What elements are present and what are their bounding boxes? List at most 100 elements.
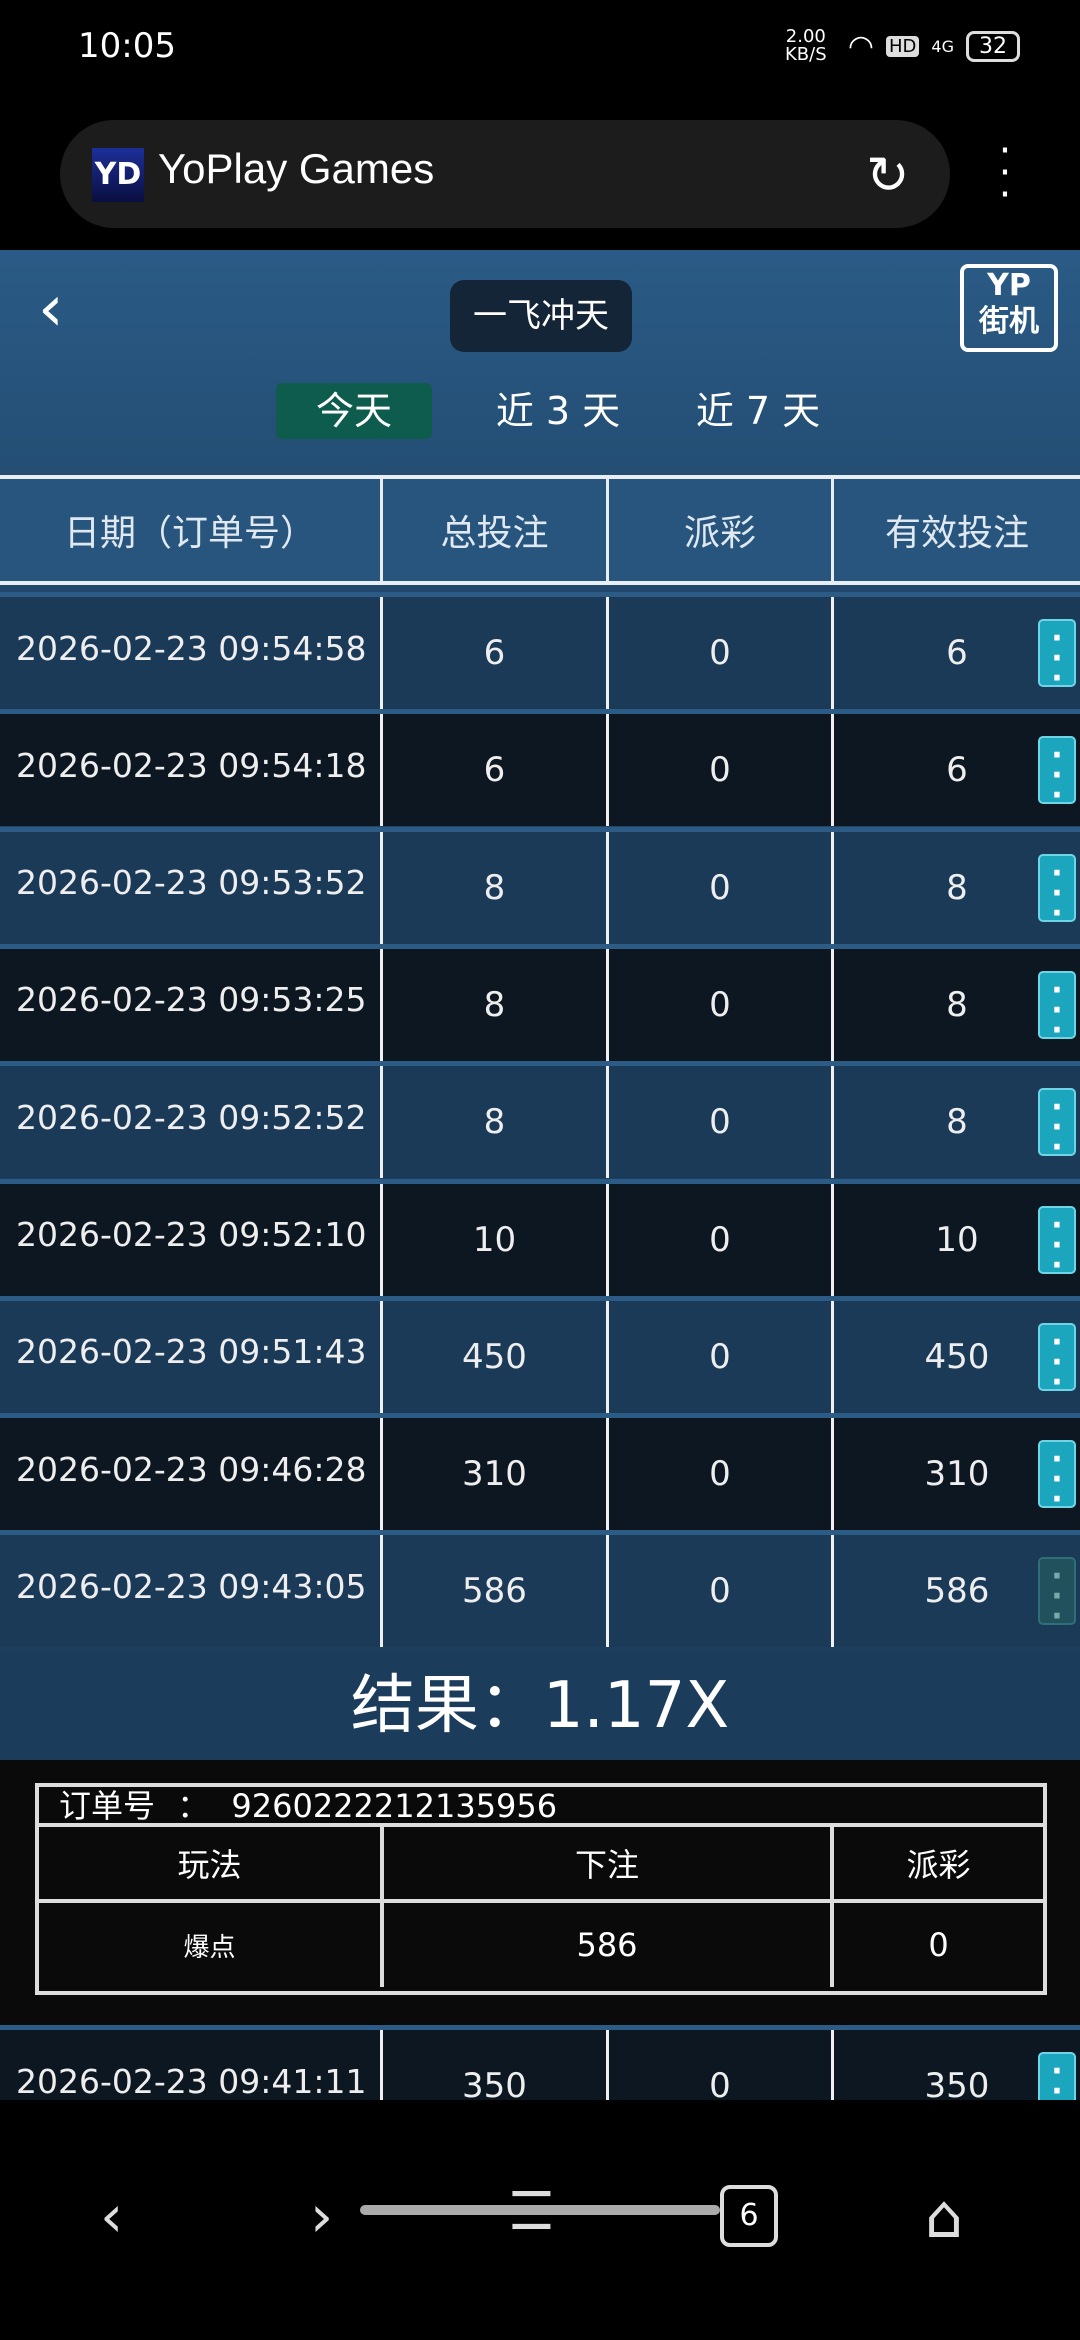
forward-nav-icon[interactable]: ›: [310, 2182, 334, 2250]
row-menu-icon[interactable]: ···: [1038, 1440, 1076, 1515]
total-bet-cell: 8: [383, 1066, 609, 1179]
valid-bet-cell: 310 · · ·: [834, 1418, 1080, 1530]
valid-bet-cell: 350 ···: [834, 2030, 1080, 2100]
table-row[interactable]: 2026-02-23 09:54:58 6 0 6 · · ·: [0, 592, 1080, 709]
valid-bet-cell: 8: [946, 984, 968, 1025]
row-menu-icon[interactable]: ···: [1038, 2052, 1076, 2100]
date-cell: 2026-02-23 09:54:18: [16, 745, 367, 785]
yp-logo: YP 街机: [960, 264, 1058, 352]
network-speed: 2.00 KB/S: [785, 26, 827, 65]
browser-nav-bar: ‹ › ☰ 6 ⌂: [0, 2100, 1080, 2340]
address-bar[interactable]: [60, 120, 950, 228]
col-valid-bet: 有效投注: [884, 513, 1029, 554]
game-app: ‹ 一飞冲天 YP 街机 今天 近 3 天 近 7 天 日期（订单号） 总投注 派…: [0, 250, 1080, 2100]
payout-cell: 0: [609, 1300, 834, 1413]
date-cell: 2026-02-23 09:53:52: [16, 863, 367, 903]
date-cell: 2026-02-23 09:53:25: [0, 948, 383, 1061]
row-menu-icon[interactable]: ···: [1038, 1205, 1076, 1280]
col-play: 玩法: [39, 1827, 384, 1899]
payout-cell: 0: [609, 1535, 834, 1648]
valid-bet-cell: 6: [946, 633, 968, 673]
table-row[interactable]: 2026-02-23 09:51:43 450 0 450 · · ·: [0, 1295, 1080, 1413]
row-menu-icon[interactable]: ···: [1038, 853, 1076, 928]
table-row[interactable]: 2026-02-23 09:52:10 10 0 10 · · ·: [0, 1178, 1080, 1296]
row-menu-icon[interactable]: ···: [1038, 619, 1076, 694]
clock: 10:05: [78, 26, 176, 66]
date-cell: 2026-02-23 09:46:28: [0, 1418, 383, 1531]
home-icon[interactable]: ⌂: [925, 2182, 964, 2252]
total-bet-cell: 6: [383, 714, 609, 827]
col-total-bet: 总投注: [383, 479, 609, 581]
tabs-button[interactable]: 6: [720, 2185, 778, 2247]
payout-cell: 0: [709, 1336, 731, 1377]
date-cell: 2026-02-23 09:52:52: [0, 1066, 383, 1179]
tab-3-days[interactable]: 近 3 天: [495, 389, 621, 433]
row-menu-icon[interactable]: ···: [1038, 970, 1076, 1045]
total-bet-cell: 350: [462, 2066, 527, 2100]
order-detail-panel: 订单号 ： 9260222212135956 玩法 下注 派彩 爆点 586 0: [0, 1760, 1080, 2025]
table-row[interactable]: 2026-02-23 09:53:25 8 0 8 · · ·: [0, 943, 1080, 1061]
total-bet-cell: 6: [383, 597, 609, 709]
total-bet-cell: 6: [483, 633, 506, 673]
total-bet-cell: 310: [462, 1454, 527, 1495]
order-separator: ：: [177, 1787, 210, 1825]
total-bet-cell: 10: [472, 1219, 517, 1260]
payout-cell: 0: [709, 867, 731, 908]
more-menu-icon[interactable]: · · ·: [998, 128, 1012, 218]
valid-bet-cell: 6: [946, 750, 968, 791]
hd-icon: HD: [886, 35, 920, 57]
back-icon[interactable]: ‹: [38, 272, 64, 346]
valid-bet-cell: 450: [924, 1336, 990, 1377]
date-cell: 2026-02-23 09:54:58: [0, 597, 383, 709]
total-bet-cell: 8: [383, 831, 609, 944]
tab-7-days[interactable]: 近 7 天: [695, 389, 821, 433]
date-cell: 2026-02-23 09:41:11: [16, 2061, 367, 2101]
valid-bet-cell: 10 · · ·: [834, 1184, 1080, 1296]
date-cell: 2026-02-23 09:43:05: [16, 1566, 367, 1606]
date-cell: 2026-02-23 09:53:52: [0, 831, 383, 944]
reload-icon[interactable]: ↻: [866, 146, 910, 206]
signal-icon: 4G: [931, 36, 954, 56]
payout-cell: 0: [709, 1454, 731, 1495]
wifi-icon: ◠: [847, 28, 875, 64]
col-date: 日期（订单号）: [0, 479, 383, 581]
table-row[interactable]: 2026-02-23 09:41:11 350 0 350 ···: [0, 2025, 1080, 2100]
total-bet-cell: 586: [383, 1535, 609, 1648]
valid-bet-cell: 6 · · ·: [834, 714, 1080, 826]
total-bet-cell: 10: [383, 1183, 609, 1296]
tab-today[interactable]: 今天: [276, 383, 432, 439]
table-row[interactable]: 2026-02-23 09:46:28 310 0 310 · · ·: [0, 1413, 1080, 1531]
row-menu-icon[interactable]: ···: [1038, 1322, 1076, 1397]
page-title[interactable]: YoPlay Games: [158, 145, 435, 192]
row-menu-icon[interactable]: ···: [1038, 736, 1076, 811]
date-cell: 2026-02-23 09:54:18: [0, 714, 383, 827]
payout-cell: 0: [609, 2030, 834, 2100]
payout-cell: 0: [609, 1066, 834, 1179]
table-row[interactable]: 2026-02-23 09:53:52 8 0 8 · · ·: [0, 826, 1080, 944]
col-payout: 派彩: [906, 1846, 971, 1884]
bet-amount: 586: [384, 1903, 834, 1987]
table-row[interactable]: 2026-02-23 09:54:18 6 0 6 · · ·: [0, 709, 1080, 827]
payout-cell: 0: [609, 1418, 834, 1531]
table-row[interactable]: 2026-02-23 09:52:52 8 0 8 · · ·: [0, 1061, 1080, 1179]
total-bet-cell: 450: [462, 1336, 527, 1377]
result-multiplier: 结果：1.17X: [0, 1653, 1080, 1760]
game-title: 一飞冲天: [450, 280, 632, 352]
table-header: 日期（订单号） 总投注 派彩 有效投注: [0, 475, 1080, 585]
back-nav-icon[interactable]: ‹: [100, 2182, 124, 2250]
row-menu-icon[interactable]: ···: [1038, 1088, 1076, 1163]
valid-bet-cell: 8: [946, 1102, 968, 1143]
date-cell: 2026-02-23 09:54:58: [16, 628, 367, 668]
valid-bet-cell: 6 · · ·: [834, 597, 1080, 709]
payout-cell: 0: [609, 597, 834, 709]
total-bet-cell: 8: [483, 867, 506, 908]
table-row[interactable]: 2026-02-23 09:43:05 586 0 586 · · ·: [0, 1530, 1080, 1648]
date-cell: 2026-02-23 09:53:25: [16, 980, 367, 1020]
total-bet-cell: 586: [462, 1571, 527, 1612]
payout-cell: 0: [709, 633, 731, 673]
row-menu-icon[interactable]: ···: [1038, 1557, 1076, 1632]
date-cell: 2026-02-23 09:52:10: [0, 1183, 383, 1296]
gesture-handle[interactable]: [360, 2205, 720, 2215]
date-cell: 2026-02-23 09:52:10: [16, 1215, 367, 1254]
date-cell: 2026-02-23 09:51:43: [0, 1300, 383, 1413]
